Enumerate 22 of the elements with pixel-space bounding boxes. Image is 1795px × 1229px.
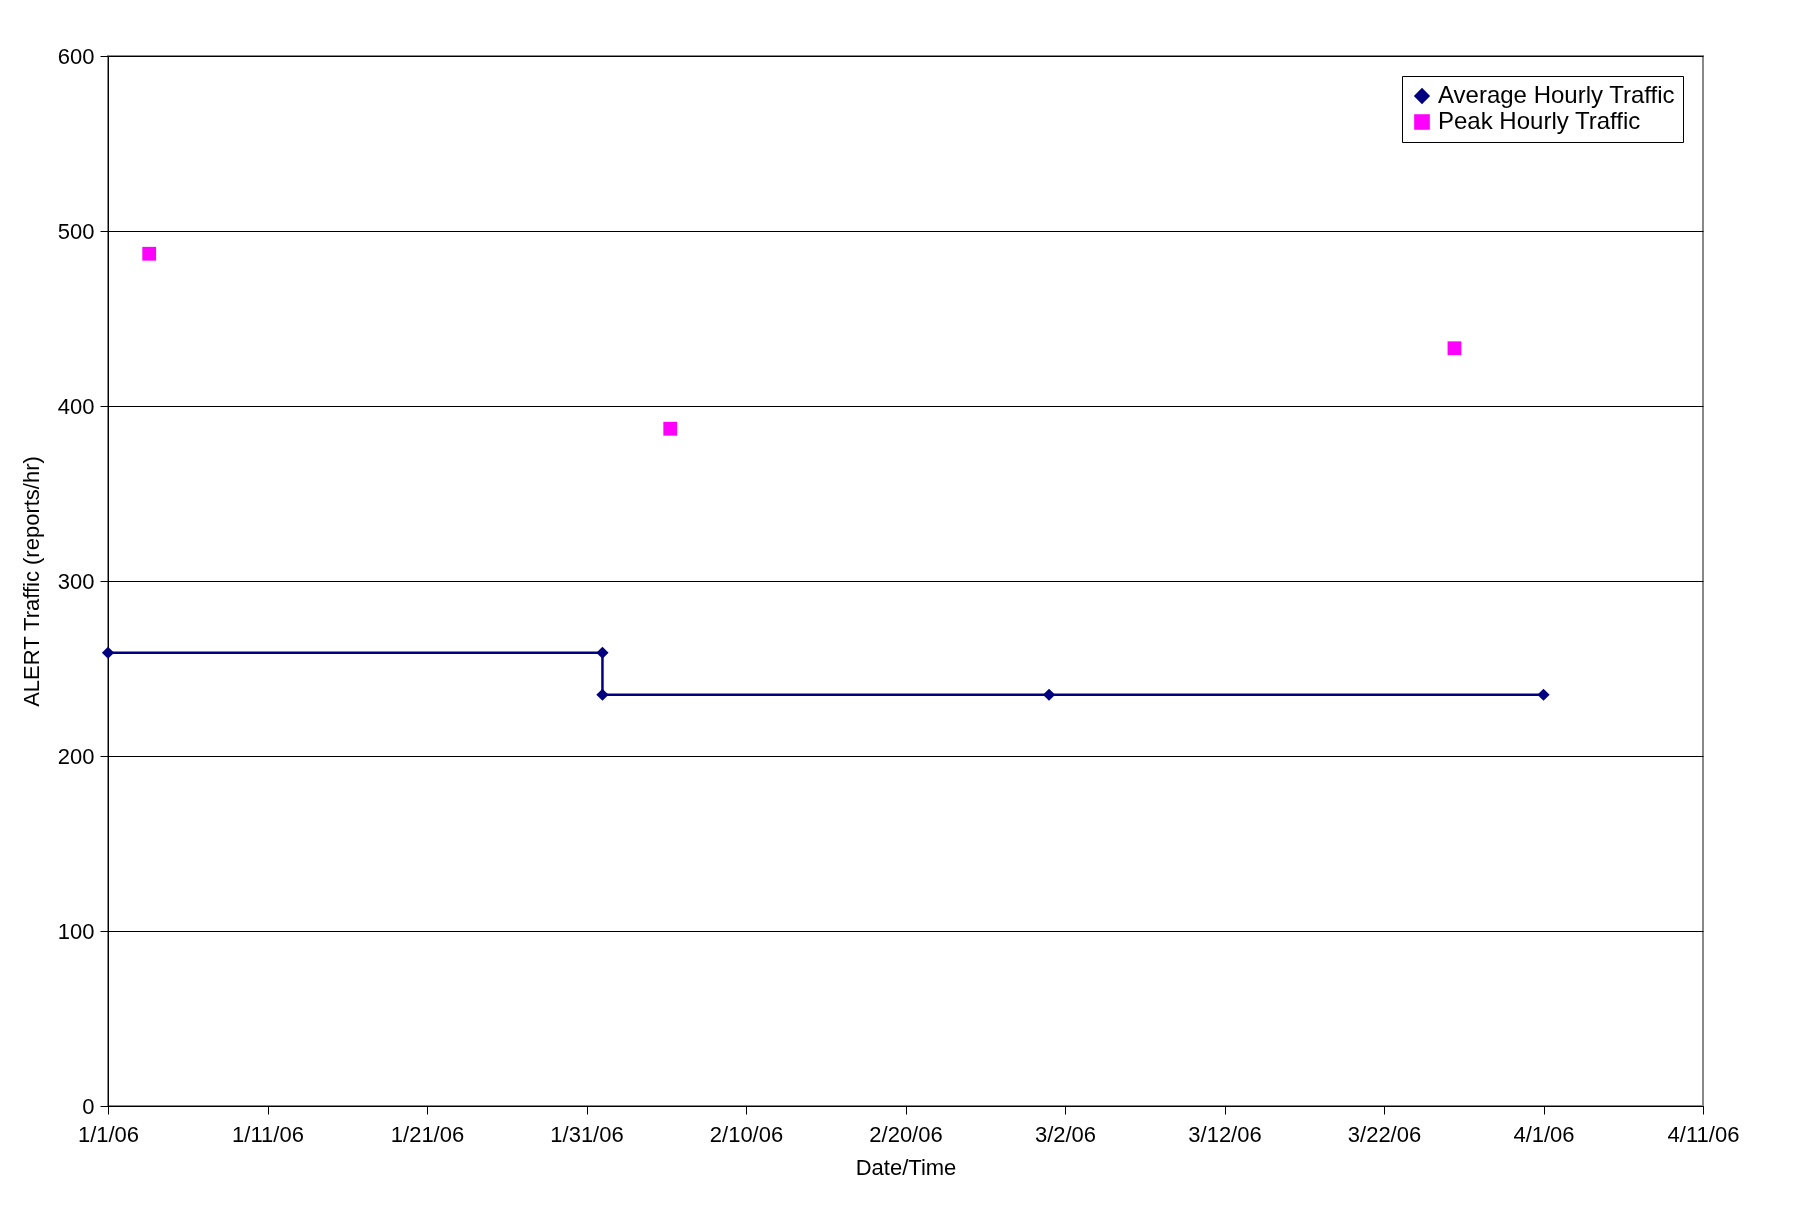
x-tick-label: 4/11/06 [1667, 1121, 1740, 1147]
y-tick-label: 300 [57, 568, 95, 594]
y-tick-label: 200 [57, 743, 95, 769]
x-tick-label: 3/22/06 [1347, 1121, 1422, 1147]
y-tick-label: 100 [57, 918, 95, 944]
x-tick-label: 3/12/06 [1188, 1121, 1262, 1147]
x-tick-label: 3/2/06 [1034, 1121, 1097, 1147]
y-axis-title: ALERT Traffic (reports/hr) [18, 456, 44, 707]
x-tick-label: 2/10/06 [709, 1121, 784, 1147]
x-tick-label: 2/20/06 [869, 1121, 943, 1147]
y-tick-label: 400 [57, 393, 95, 419]
x-tick-label: 1/1/06 [77, 1121, 140, 1147]
x-tick-label: 1/21/06 [390, 1121, 465, 1147]
legend-label: Peak Hourly Traffic [1438, 107, 1641, 134]
x-tick-label: 1/31/06 [550, 1121, 624, 1147]
x-axis-title: Date/Time [855, 1154, 957, 1180]
y-tick-label: 500 [57, 218, 95, 244]
y-tick-label: 600 [57, 43, 95, 69]
x-tick-label: 1/11/06 [232, 1121, 304, 1147]
legend-label: Average Hourly Traffic [1438, 81, 1675, 108]
x-tick-label: 4/1/06 [1513, 1121, 1575, 1147]
y-tick-label: 0 [82, 1093, 95, 1119]
